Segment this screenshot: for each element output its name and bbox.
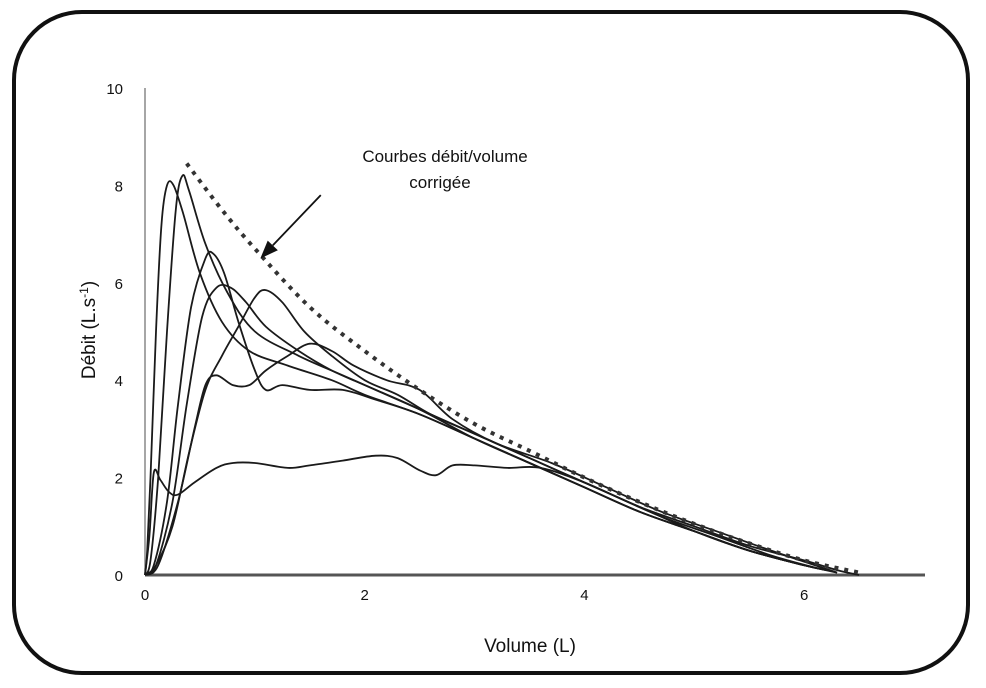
y-tick-label: 6: [115, 276, 123, 293]
y-tick-label: 8: [115, 178, 123, 195]
y-axis-title-main: Débit (L.s: [79, 298, 100, 379]
axes: [144, 88, 925, 577]
y-tick-label: 4: [115, 373, 123, 390]
flow-volume-curve-7: [144, 454, 860, 576]
y-tick-label: 10: [106, 81, 123, 98]
flow-volume-curve-4: [144, 283, 827, 576]
series-layer: [144, 162, 860, 576]
y-tick-label: 0: [115, 568, 123, 585]
annotation-arrow-head: [260, 240, 278, 259]
y-axis-title: Débit (L.s-1): [77, 281, 100, 379]
y-axis-title-close: ): [79, 281, 100, 287]
x-tick-label: 6: [800, 587, 808, 604]
flow-volume-curve-2: [144, 174, 816, 576]
annotation: Courbes débit/volume corrigée: [260, 147, 528, 259]
flow-volume-curve-1: [144, 180, 827, 576]
annotation-line-1: Courbes débit/volume: [362, 147, 527, 166]
annotation-line-2: corrigée: [409, 173, 470, 192]
x-axis-title: Volume (L): [484, 636, 576, 657]
y-axis-title-superscript: -1: [77, 287, 91, 298]
x-tick-label: 2: [361, 587, 369, 604]
tick-labels: 0 2 4 6 8 10 0 2 4 6: [106, 81, 808, 604]
rounded-frame: [12, 10, 970, 675]
y-tick-label: 2: [115, 471, 123, 488]
x-tick-label: 4: [580, 587, 588, 604]
annotation-arrow-line: [272, 194, 322, 247]
x-tick-label: 0: [141, 587, 149, 604]
corrected-envelope-curve: [185, 162, 860, 575]
